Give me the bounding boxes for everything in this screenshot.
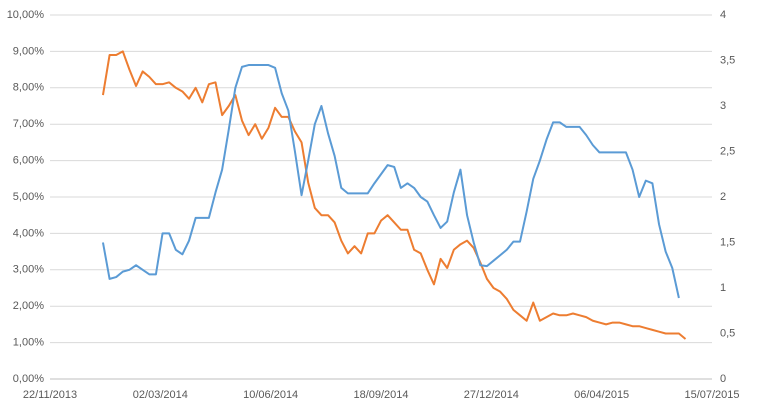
y2-tick-label: 0: [720, 373, 726, 385]
y-tick-label: 0,00%: [13, 373, 44, 385]
x-tick-label: 10/06/2014: [243, 389, 298, 401]
y2-tick-label: 2,5: [720, 145, 735, 157]
series-line: [101, 50, 687, 340]
y-tick-label: 1,00%: [13, 337, 44, 349]
x-tick-label: 18/09/2014: [353, 389, 408, 401]
x-tick-label: 27/12/2014: [464, 389, 519, 401]
y2-tick-label: 1,5: [720, 236, 735, 248]
y-tick-label: 2,00%: [13, 300, 44, 312]
x-tick-label: 22/11/2013: [23, 389, 77, 401]
x-tick-label: 15/07/2015: [684, 389, 739, 401]
y2-tick-label: 0,5: [720, 327, 735, 339]
y-tick-label: 3,00%: [13, 264, 44, 276]
y2-tick-label: 2: [720, 191, 726, 203]
y2-tick-label: 1: [720, 282, 726, 294]
y-tick-label: 9,00%: [13, 45, 44, 57]
y-tick-label: 7,00%: [13, 118, 44, 130]
y-tick-label: 6,00%: [13, 155, 44, 167]
y-tick-label: 4,00%: [13, 227, 44, 239]
x-tick-label: 02/03/2014: [133, 389, 188, 401]
y-tick-label: 5,00%: [13, 191, 44, 203]
y-tick-label: 10,00%: [7, 9, 45, 21]
y2-tick-label: 3,5: [720, 54, 735, 66]
y-tick-label: 8,00%: [13, 82, 44, 94]
y2-tick-label: 4: [720, 9, 726, 21]
series-line: [101, 64, 680, 299]
y2-tick-label: 3: [720, 100, 726, 112]
x-tick-label: 06/04/2015: [574, 389, 629, 401]
